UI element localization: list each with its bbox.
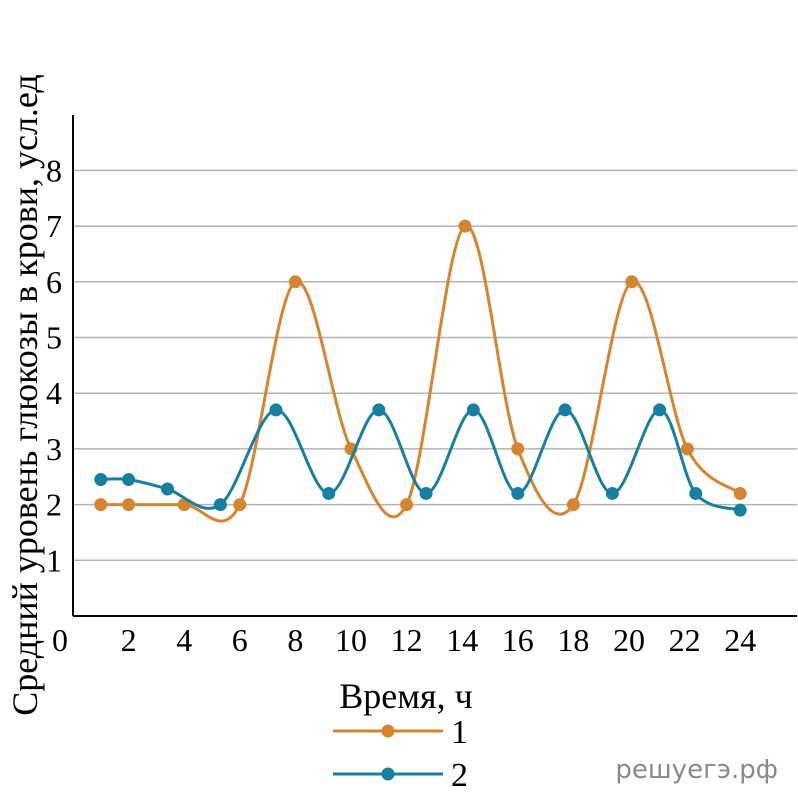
- y-tick-label: 3: [46, 431, 62, 467]
- legend-item-1: 1: [333, 714, 468, 751]
- series-1-point: [625, 275, 639, 289]
- x-axis-title: Время, ч: [339, 676, 472, 716]
- series-2-point: [733, 503, 747, 517]
- series-1-line: [100, 224, 742, 523]
- series-2-point: [419, 486, 433, 500]
- series-2-point: [605, 486, 619, 500]
- series-2-point: [558, 403, 572, 417]
- x-tick-label: 14: [446, 622, 478, 658]
- series-1-point: [233, 498, 247, 512]
- series-2-point: [466, 403, 480, 417]
- y-tick-label: 5: [46, 320, 62, 356]
- legend-item-2: 2: [333, 757, 468, 794]
- series-1-point: [400, 498, 414, 512]
- x-tick-label: 16: [502, 622, 534, 658]
- x-tick-labels: 2 4 6 8 10 12 14 16 18 20 22 24: [121, 622, 757, 658]
- series-2-point: [122, 473, 136, 487]
- series-1-point: [566, 498, 580, 512]
- axes: [72, 115, 797, 617]
- y-tick-label: 4: [46, 375, 62, 411]
- legend: 12: [333, 714, 468, 794]
- x-tick-label: 18: [557, 622, 589, 658]
- x-tick-label: 24: [724, 622, 756, 658]
- origin-label: 0: [52, 622, 68, 658]
- series-layer: [94, 219, 747, 523]
- series-1-point: [733, 486, 747, 500]
- y-tick-label: 1: [46, 542, 62, 578]
- x-tick-label: 10: [335, 622, 367, 658]
- series-1-point: [680, 442, 694, 456]
- legend-label: 1: [451, 714, 468, 751]
- series-2-point: [511, 486, 525, 500]
- y-tick-label: 2: [46, 487, 62, 523]
- series-1-point: [458, 219, 472, 233]
- y-axis-title: Средний уровень глюкозы в крови, усл.ед: [5, 74, 45, 715]
- x-tick-label: 6: [232, 622, 248, 658]
- series-2-point: [161, 482, 175, 496]
- legend-label: 2: [451, 757, 468, 794]
- series-1-point: [94, 498, 108, 512]
- series-2-point: [269, 403, 283, 417]
- x-tick-label: 2: [121, 622, 137, 658]
- x-tick-label: 8: [287, 622, 303, 658]
- series-2-point: [94, 473, 108, 487]
- series-1-point: [122, 498, 136, 512]
- series-1-point: [288, 275, 302, 289]
- y-tick-label: 8: [46, 152, 62, 188]
- series-1: [94, 219, 747, 523]
- series-2-point: [322, 486, 336, 500]
- x-tick-label: 4: [176, 622, 192, 658]
- series-2-point: [653, 403, 667, 417]
- series-1-point: [511, 442, 525, 456]
- x-tick-label: 20: [613, 622, 645, 658]
- x-tick-label: 22: [669, 622, 701, 658]
- series-2-point: [689, 486, 703, 500]
- legend-marker: [381, 724, 395, 738]
- x-tick-label: 12: [391, 622, 423, 658]
- y-tick-label: 6: [46, 264, 62, 300]
- series-2-point: [213, 498, 227, 512]
- series-2-point: [372, 403, 386, 417]
- watermark: решуегэ.рф: [615, 755, 778, 785]
- y-tick-label: 7: [46, 208, 62, 244]
- series-2: [94, 403, 747, 517]
- legend-marker: [381, 767, 395, 781]
- y-tick-labels: 1 2 3 4 5 6 7 8: [46, 152, 62, 578]
